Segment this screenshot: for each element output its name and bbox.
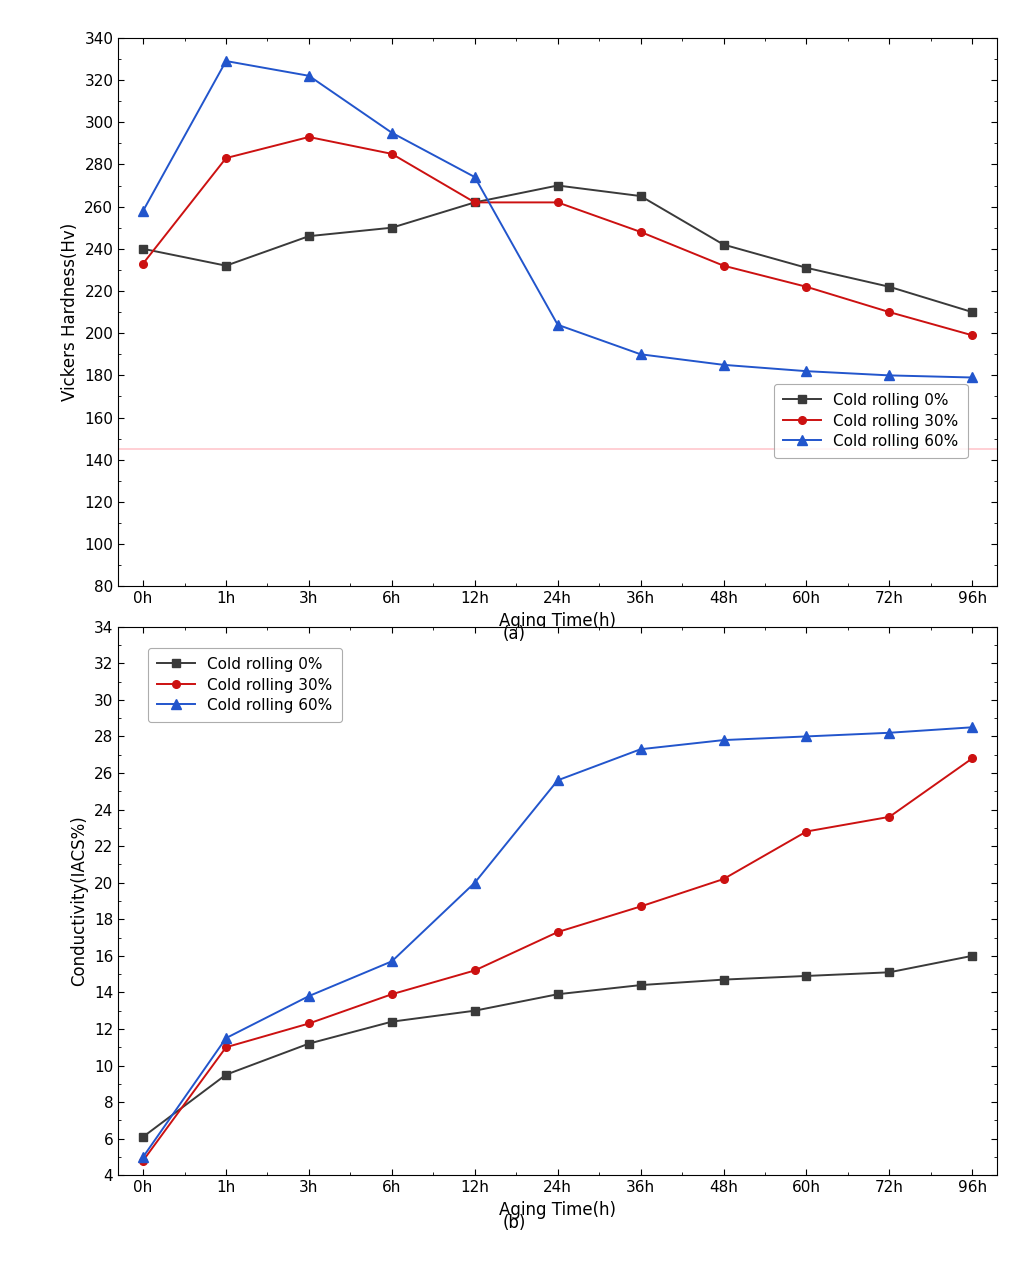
Cold rolling 30% (469, 194, 481, 209)
X-axis label: Aging Time(h): Aging Time(h) (500, 1200, 616, 1218)
Cold rolling 60% (137, 203, 149, 218)
Cold rolling 0% (718, 237, 730, 252)
Cold rolling 30% (469, 963, 481, 979)
Line: Cold rolling 30%: Cold rolling 30% (139, 754, 977, 1164)
Cold rolling 60% (137, 1150, 149, 1165)
Text: (a): (a) (503, 625, 525, 643)
Legend: Cold rolling 0%, Cold rolling 30%, Cold rolling 60%: Cold rolling 0%, Cold rolling 30%, Cold … (148, 648, 342, 723)
Cold rolling 0% (220, 259, 232, 274)
Cold rolling 0% (551, 986, 563, 1001)
Cold rolling 0% (386, 1014, 398, 1029)
Cold rolling 0% (634, 977, 647, 992)
Cold rolling 0% (303, 228, 316, 243)
Cold rolling 0% (220, 1067, 232, 1082)
Cold rolling 0% (303, 1037, 316, 1052)
Line: Cold rolling 60%: Cold rolling 60% (139, 57, 977, 382)
Cold rolling 30% (800, 279, 812, 294)
Text: (b): (b) (503, 1214, 525, 1232)
Cold rolling 30% (718, 871, 730, 886)
Cold rolling 60% (551, 773, 563, 788)
Line: Cold rolling 0%: Cold rolling 0% (139, 952, 977, 1141)
Cold rolling 0% (551, 178, 563, 193)
Cold rolling 0% (718, 972, 730, 987)
Cold rolling 60% (634, 741, 647, 757)
Cold rolling 60% (386, 953, 398, 968)
Cold rolling 30% (386, 146, 398, 161)
Cold rolling 0% (137, 241, 149, 256)
Cold rolling 30% (303, 1016, 316, 1031)
Cold rolling 60% (551, 318, 563, 333)
Cold rolling 30% (634, 899, 647, 914)
Cold rolling 60% (220, 53, 232, 68)
Cold rolling 30% (966, 328, 979, 343)
Cold rolling 0% (800, 260, 812, 275)
Cold rolling 60% (883, 368, 895, 383)
Cold rolling 60% (800, 363, 812, 378)
Line: Cold rolling 0%: Cold rolling 0% (139, 182, 977, 317)
Cold rolling 0% (966, 304, 979, 319)
Cold rolling 60% (386, 125, 398, 140)
Cold rolling 30% (800, 823, 812, 839)
Legend: Cold rolling 0%, Cold rolling 30%, Cold rolling 60%: Cold rolling 0%, Cold rolling 30%, Cold … (773, 385, 967, 458)
Cold rolling 30% (883, 810, 895, 825)
Cold rolling 0% (137, 1130, 149, 1145)
Cold rolling 0% (634, 188, 647, 203)
Cold rolling 60% (966, 369, 979, 385)
Cold rolling 30% (220, 150, 232, 165)
Cold rolling 30% (966, 750, 979, 765)
Line: Cold rolling 30%: Cold rolling 30% (139, 134, 977, 339)
Cold rolling 60% (303, 68, 316, 83)
Cold rolling 0% (883, 279, 895, 294)
Cold rolling 60% (883, 725, 895, 740)
Cold rolling 0% (469, 1004, 481, 1019)
X-axis label: Aging Time(h): Aging Time(h) (500, 612, 616, 629)
Cold rolling 60% (220, 1030, 232, 1045)
Cold rolling 60% (800, 729, 812, 744)
Y-axis label: Vickers Hardness(Hv): Vickers Hardness(Hv) (61, 223, 79, 401)
Cold rolling 30% (551, 924, 563, 939)
Y-axis label: Conductivity(IACS%): Conductivity(IACS%) (71, 816, 88, 986)
Cold rolling 30% (634, 224, 647, 240)
Cold rolling 30% (551, 194, 563, 209)
Cold rolling 30% (220, 1039, 232, 1054)
Cold rolling 30% (718, 259, 730, 274)
Cold rolling 60% (303, 989, 316, 1004)
Cold rolling 0% (469, 194, 481, 209)
Line: Cold rolling 60%: Cold rolling 60% (139, 723, 977, 1161)
Cold rolling 30% (137, 256, 149, 271)
Cold rolling 0% (800, 968, 812, 984)
Cold rolling 30% (386, 986, 398, 1001)
Cold rolling 60% (634, 347, 647, 362)
Cold rolling 60% (469, 169, 481, 184)
Cold rolling 0% (386, 221, 398, 236)
Cold rolling 0% (883, 965, 895, 980)
Cold rolling 60% (718, 733, 730, 748)
Cold rolling 30% (137, 1153, 149, 1168)
Cold rolling 30% (883, 304, 895, 319)
Cold rolling 60% (469, 875, 481, 890)
Cold rolling 60% (718, 357, 730, 372)
Cold rolling 30% (303, 130, 316, 145)
Cold rolling 60% (966, 720, 979, 735)
Cold rolling 0% (966, 948, 979, 963)
